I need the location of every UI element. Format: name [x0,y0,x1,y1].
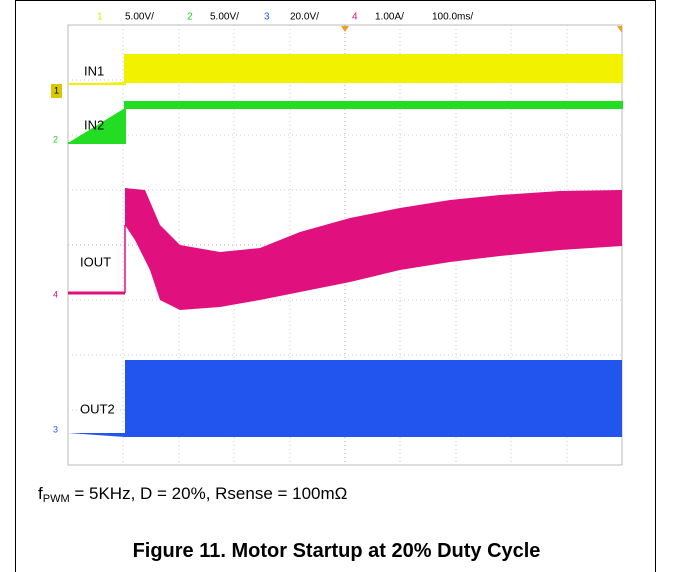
caption-sub: PWM [42,493,70,505]
trigger-level [617,26,622,33]
trace-in1 [68,54,623,85]
ch-id: 4 [352,12,358,23]
caption: fPWM = 5KHz, D = 20%, Rsense = 100mΩ [38,484,347,505]
ch-marker-id: 4 [53,289,58,299]
figure-title: Figure 11. Motor Startup at 20% Duty Cyc… [132,540,541,562]
ch-id: 3 [264,12,270,23]
ch-scale: 20.0V/ [290,12,319,23]
trace-label: IN2 [84,117,104,132]
trace-label: OUT2 [80,401,115,416]
figure-frame [15,0,656,572]
ch-marker-id: 2 [53,134,58,144]
scope-screen: 1 5.00V/ 2 5.00V/ 3 20.0V/ 4 1.00A/ 100.… [51,12,623,466]
ch-marker-id: 3 [53,424,58,434]
ch-marker-id: 1 [54,85,59,95]
trace-label: IN1 [84,63,104,78]
ch-scale: 5.00V/ [125,12,154,23]
trace-in2 [68,101,623,144]
trace-iout [125,188,622,310]
ch-scale: 1.00A/ [375,12,404,23]
caption-f: f [38,484,43,503]
trigger-marker [341,26,349,32]
timebase: 100.0ms/ [432,12,473,23]
caption-rest: = 5KHz, D = 20%, Rsense = 100mΩ [69,484,348,503]
trace-label: IOUT [80,254,111,269]
ch-id: 2 [187,12,193,23]
ch-id: 1 [97,12,103,23]
ch-marker [51,84,62,98]
ch-scale: 5.00V/ [210,12,239,23]
trace-out2 [68,360,622,437]
